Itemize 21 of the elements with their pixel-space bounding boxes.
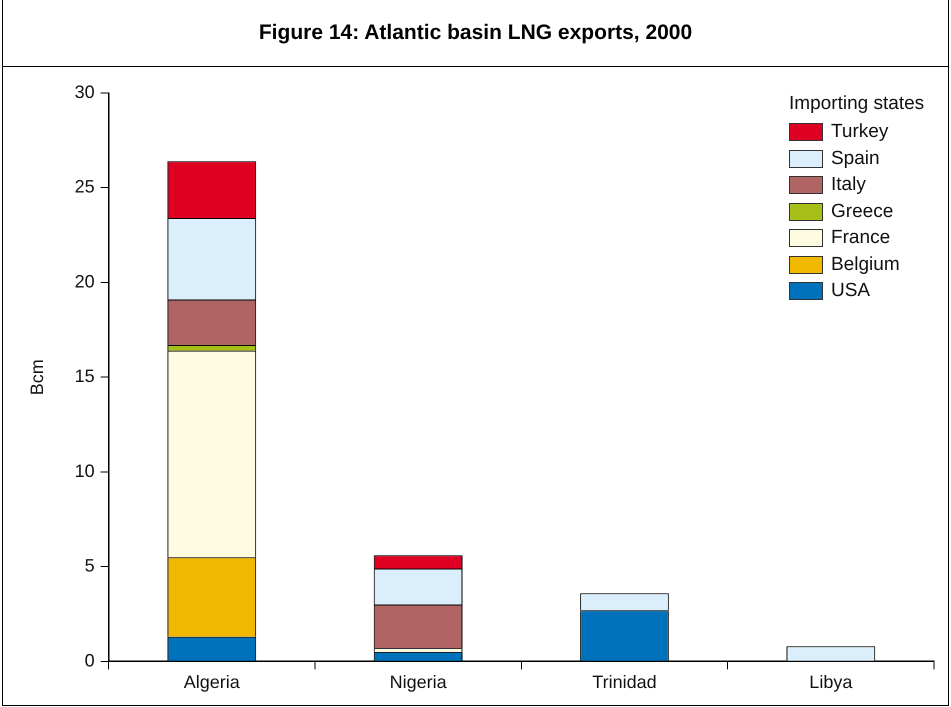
y-tick-label: 5	[84, 556, 95, 576]
legend-label: USA	[831, 280, 870, 302]
y-tick-label: 10	[74, 460, 95, 481]
y-tick-label: 20	[74, 271, 95, 292]
x-tick-label: Trinidad	[592, 672, 657, 692]
y-tick-label: 25	[74, 176, 95, 197]
legend-label: France	[831, 227, 890, 250]
legend-label: Greece	[831, 200, 894, 223]
y-tick-label: 15	[74, 366, 95, 386]
legend-label: Italy	[831, 174, 866, 196]
chart-title: Figure 14: Atlantic basin LNG exports, 2000	[3, 0, 948, 67]
x-tick-label: Nigeria	[390, 672, 448, 692]
legend-label: Spain	[831, 148, 880, 170]
legend-label: Belgium	[831, 254, 900, 276]
x-tick-label: Libya	[809, 672, 854, 692]
legend-title: Importing states	[789, 93, 924, 115]
y-tick-label: 0	[84, 650, 95, 670]
y-tick-label: 30	[74, 82, 95, 102]
x-tick-label: Algeria	[184, 672, 241, 692]
y-axis-title: Bcm	[26, 359, 47, 396]
legend-label: Turkey	[831, 121, 888, 144]
